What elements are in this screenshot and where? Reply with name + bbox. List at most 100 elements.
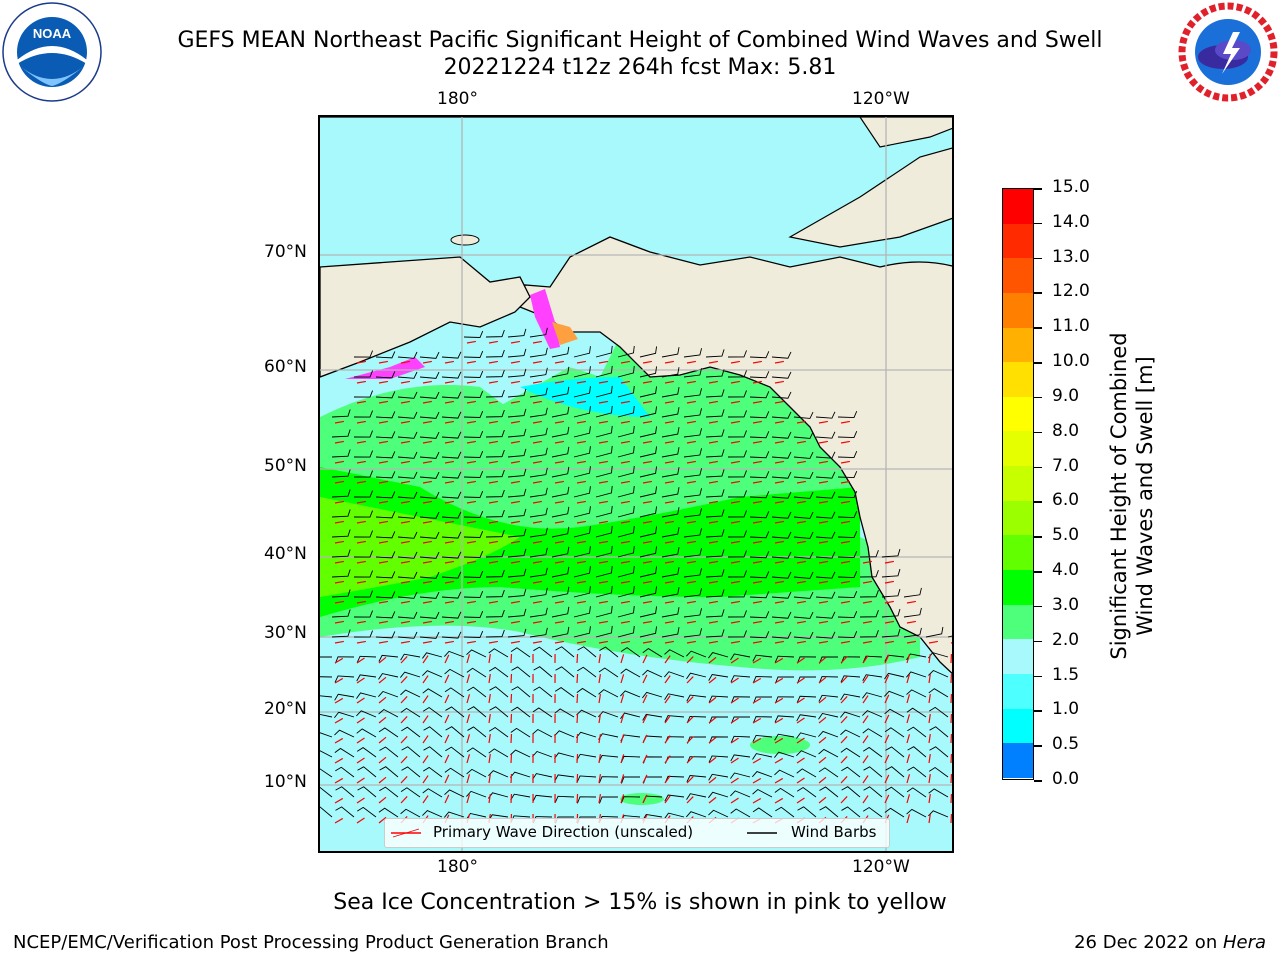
colorbar-tick-label: 7.0 xyxy=(1052,455,1080,476)
wave-direction-arrow xyxy=(400,640,410,644)
wave-field-4-5m xyxy=(320,467,860,617)
wind-barb xyxy=(661,587,680,598)
wave-direction-arrow xyxy=(400,716,408,724)
wave-direction-arrow xyxy=(818,696,827,704)
wave-direction-arrow xyxy=(752,620,762,624)
wind-barb xyxy=(837,410,858,419)
wave-direction-arrow xyxy=(488,794,491,804)
wind-barb xyxy=(441,411,462,419)
wave-direction-arrow xyxy=(928,794,931,804)
wave-direction-arrow xyxy=(400,420,410,424)
wind-barb xyxy=(397,391,418,399)
wind-barb xyxy=(397,571,418,579)
wave-direction-arrow xyxy=(356,757,365,764)
sea-ice-norton xyxy=(530,289,560,349)
wind-barb xyxy=(441,631,462,639)
wave-direction-arrow xyxy=(818,716,827,724)
wave-direction-arrow xyxy=(334,540,344,544)
wave-direction-arrow xyxy=(356,817,365,824)
wave-direction-arrow xyxy=(576,360,586,364)
wave-direction-arrow xyxy=(774,540,784,544)
wind-barb xyxy=(554,687,575,698)
wind-barb xyxy=(749,611,770,619)
wave-direction-arrow xyxy=(334,777,344,784)
lon-tick-bottom-120w: 120°W xyxy=(852,857,910,877)
wind-barb xyxy=(444,650,465,658)
wind-barb xyxy=(595,565,613,578)
wind-barb xyxy=(708,674,729,681)
footer-date: 26 Dec 2022 on xyxy=(1074,932,1223,953)
wave-direction-arrow xyxy=(818,480,828,484)
wind-barb xyxy=(573,626,591,638)
wind-barb xyxy=(727,570,747,578)
colorbar-segment xyxy=(1003,223,1033,259)
colorbar-tick-label: 2.0 xyxy=(1052,629,1080,650)
wind-barb xyxy=(467,726,487,738)
wind-barb xyxy=(378,708,399,718)
wave-direction-arrow xyxy=(664,775,671,784)
wind-barb xyxy=(510,727,531,738)
wave-direction-arrow xyxy=(510,360,520,364)
wave-direction-arrow xyxy=(774,400,784,404)
wave-direction-arrow xyxy=(884,794,890,804)
wave-direction-arrow xyxy=(400,400,410,404)
wind-barb xyxy=(862,746,883,758)
wave-direction-arrow xyxy=(488,420,498,424)
wind-barb xyxy=(320,732,333,738)
wind-barb xyxy=(639,466,658,478)
wave-direction-arrow xyxy=(752,600,762,604)
wave-direction-arrow xyxy=(400,540,410,544)
colorbar-tick-label: 5.0 xyxy=(1052,525,1080,546)
wind-barb xyxy=(419,451,440,459)
wind-barb xyxy=(815,411,836,419)
wind-barb xyxy=(705,469,725,478)
wave-direction-arrow xyxy=(334,697,344,704)
wind-barb xyxy=(661,427,680,438)
wind-barb xyxy=(353,530,373,538)
wind-barb xyxy=(576,687,597,698)
wave-direction-arrow xyxy=(576,673,579,684)
wave-direction-arrow xyxy=(576,620,586,624)
wave-direction-arrow xyxy=(686,620,696,624)
wave-direction-arrow xyxy=(576,420,586,424)
wind-barb xyxy=(375,471,396,479)
wind-barb xyxy=(375,571,396,579)
wave-direction-arrow xyxy=(598,400,608,404)
wind-barb xyxy=(551,486,570,498)
wave-direction-arrow xyxy=(444,754,450,764)
wind-barb xyxy=(730,696,751,704)
wind-barb xyxy=(859,590,879,598)
wave-direction-arrow xyxy=(378,696,387,704)
wave-direction-arrow xyxy=(642,480,652,484)
wave-direction-arrow xyxy=(598,674,602,684)
wave-direction-arrow xyxy=(796,777,805,784)
wave-direction-legend-icon xyxy=(391,828,421,838)
wave-direction-arrow xyxy=(818,500,828,504)
wind-barb xyxy=(686,811,707,818)
wave-direction-arrow xyxy=(422,580,432,584)
wind-barb xyxy=(639,446,658,458)
wave-direction-arrow xyxy=(488,480,498,484)
wind-barb xyxy=(551,526,570,538)
wind-barb xyxy=(551,566,570,578)
wind-barb xyxy=(334,711,355,719)
wind-barb xyxy=(639,546,658,558)
wave-direction-arrow xyxy=(664,500,674,504)
wind-barb xyxy=(529,407,548,418)
wave-direction-arrow xyxy=(774,600,784,604)
wave-direction-arrow xyxy=(466,774,471,784)
wind-barb xyxy=(595,525,613,538)
north-america-land xyxy=(320,117,952,675)
wind-barb xyxy=(463,490,484,498)
wind-barb xyxy=(774,733,795,741)
wave-direction-arrow xyxy=(818,600,828,604)
wind-barb xyxy=(463,630,484,638)
wave-direction-arrow xyxy=(686,796,694,804)
wave-direction-arrow xyxy=(642,400,652,404)
wind-barb xyxy=(576,709,597,718)
wave-direction-arrow xyxy=(378,600,388,604)
wind-barb xyxy=(837,510,858,519)
wind-barb xyxy=(796,786,817,798)
wind-barb xyxy=(423,726,443,738)
wind-barb xyxy=(554,774,575,782)
